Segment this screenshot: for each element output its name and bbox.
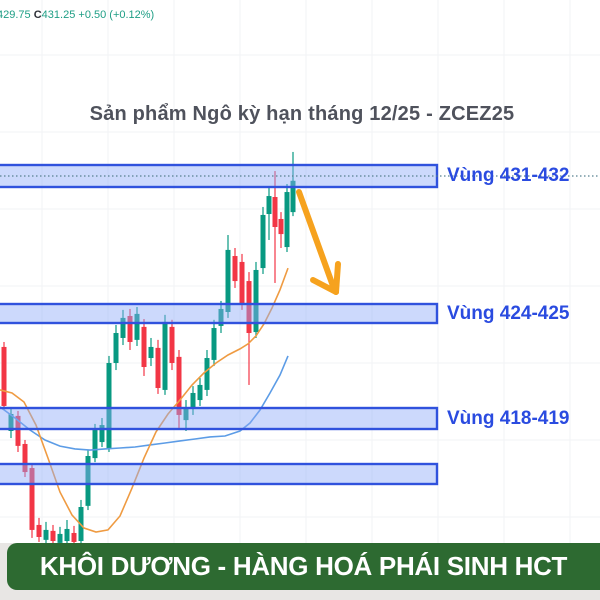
candle [85,450,91,511]
candle [134,307,140,346]
candle [43,521,49,546]
candle [239,253,245,310]
candle [141,319,147,376]
candle [92,423,98,463]
close-label: C [33,9,42,21]
support-resistance-zone [0,462,439,486]
candle [204,350,210,397]
zone-overlay [0,163,439,486]
support-resistance-zone [0,406,439,431]
candle [260,206,266,274]
candle [218,300,224,334]
candle [120,309,126,346]
support-resistance-zone [0,163,439,189]
zone-label-418-419: Vùng 418-419 [447,408,570,429]
candle [113,324,119,371]
candle [64,519,70,546]
candle [8,408,14,439]
candle [50,524,56,546]
close-value: 431.25 [41,9,76,21]
candle [253,261,259,338]
gridlines [0,0,600,543]
candle [127,308,133,351]
candle [169,319,175,371]
low-value: 429.75 [0,9,31,21]
candle [36,517,42,542]
zone-label-424-425: Vùng 424-425 [447,303,570,324]
candle [266,188,272,240]
candle [284,184,290,253]
candle [15,410,21,452]
support-resistance-zone [0,302,439,325]
brand-banner-text: KHÔI DƯƠNG - HÀNG HOÁ PHÁI SINH HCT [39,551,568,581]
candles-layer [1,151,296,547]
candle [155,339,161,394]
candle [106,355,112,452]
candle [99,417,105,448]
candle [148,337,154,367]
change-value: +0.50 (+0.12%) [78,9,155,21]
ohlc-readout: 429.75 C431.25 +0.50 (+0.12%) [0,9,154,21]
candle [278,212,284,249]
ma-slow-line [0,355,289,451]
candle [29,464,35,538]
ma-fast-line [0,267,289,533]
page-title: Sản phẩm Ngô kỳ hạn tháng 12/25 - ZCEZ25 [89,103,515,125]
candle [1,341,7,410]
candle [232,248,238,288]
candle [290,151,296,217]
candle [183,400,189,431]
candle [22,439,28,478]
candle [246,272,252,385]
candle [71,525,77,546]
candle [197,378,203,406]
candle [211,319,217,367]
candle [176,350,182,428]
trend-arrow [296,189,341,295]
candle [162,314,168,395]
brand-banner: KHÔI DƯƠNG - HÀNG HOÁ PHÁI SINH HCT [7,543,600,590]
candle [190,386,196,415]
zone-label-431-432: Vùng 431-432 [447,165,570,186]
candle [272,171,278,283]
